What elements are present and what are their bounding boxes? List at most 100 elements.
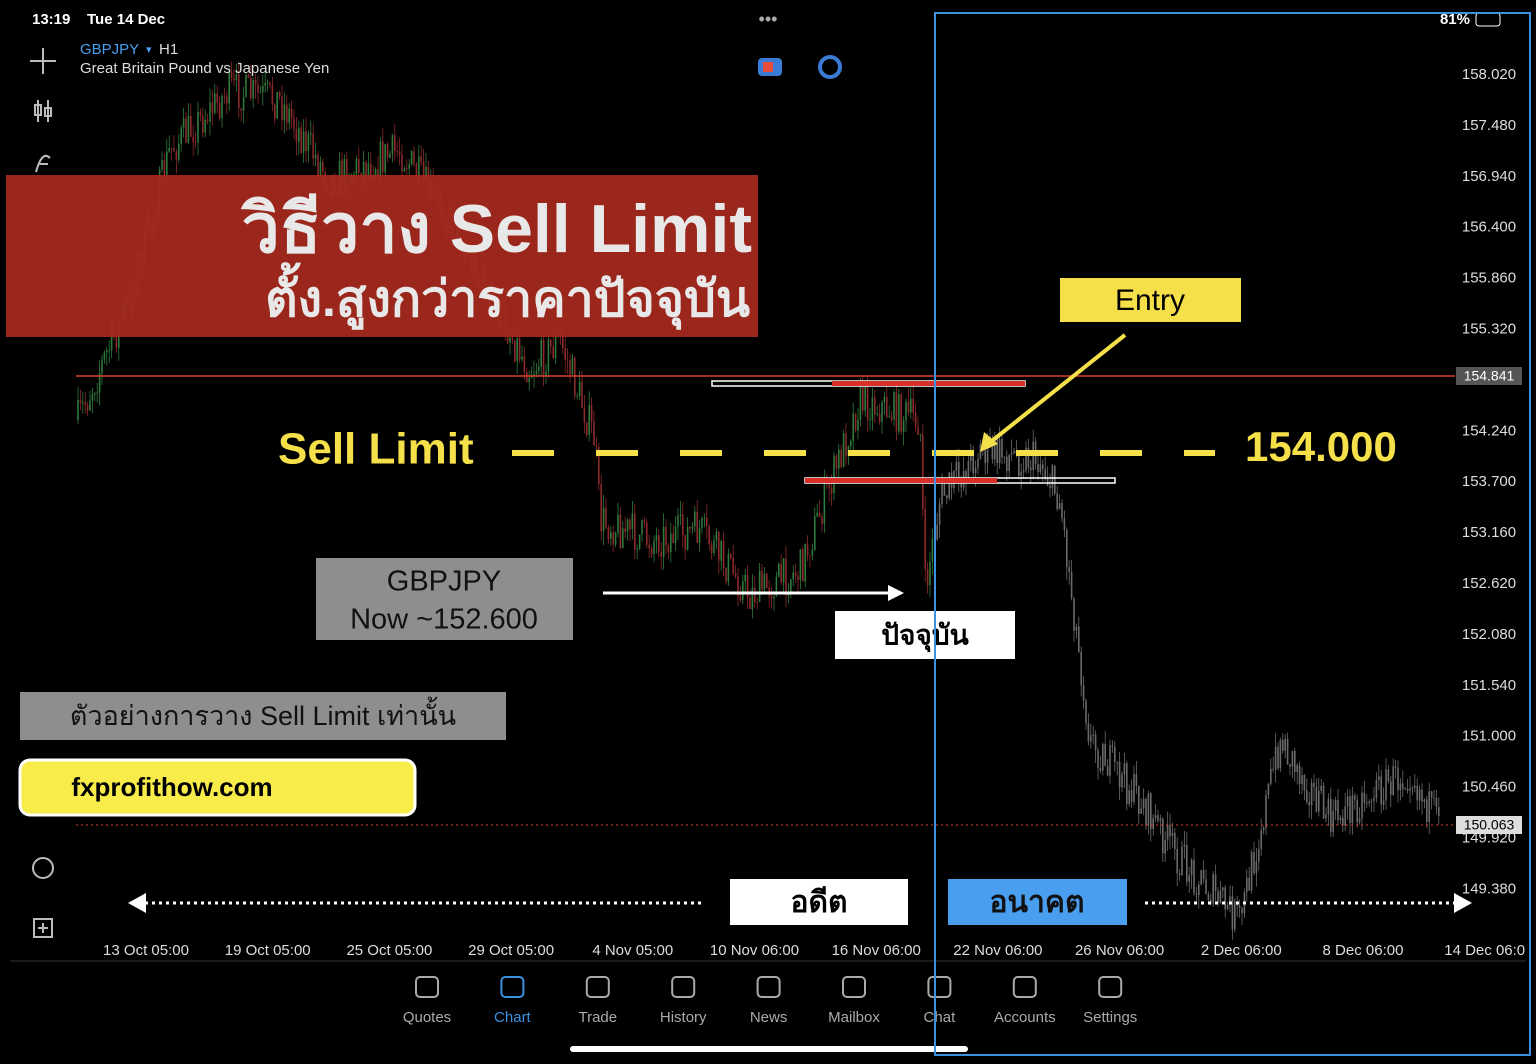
candle-body: [1126, 763, 1128, 804]
candle-body: [1274, 746, 1277, 770]
candle-body: [1332, 811, 1334, 832]
candle-body: [542, 339, 545, 376]
tab-icon[interactable]: [756, 976, 781, 998]
candle-body: [590, 404, 593, 422]
candle-body: [1068, 566, 1070, 572]
symbol[interactable]: GBPJPY: [80, 41, 139, 58]
add-tool[interactable]: [33, 918, 53, 938]
indicator-tool[interactable]: [35, 154, 51, 173]
tab-icon[interactable]: [1012, 976, 1037, 998]
candle-body: [1248, 877, 1250, 891]
candle-body: [624, 528, 626, 532]
candle-body: [518, 338, 521, 360]
tab-label[interactable]: Mailbox: [828, 1009, 880, 1026]
candle-body: [1418, 789, 1421, 801]
candle-body: [1414, 785, 1416, 788]
candle-body: [1186, 844, 1188, 882]
time-tick-label: 26 Nov 06:00: [1075, 942, 1164, 959]
candle-body: [91, 394, 94, 401]
tab-icon[interactable]: [500, 976, 525, 998]
candle-body: [1212, 874, 1214, 904]
candle-body: [1262, 827, 1265, 831]
candle-body: [900, 394, 902, 432]
candle-body: [1282, 739, 1284, 751]
price-tick-label: 149.380: [1462, 880, 1516, 897]
candle-body: [398, 151, 401, 155]
candle-body: [367, 163, 370, 177]
candle-body: [766, 574, 768, 588]
candle-body: [1253, 852, 1255, 874]
candle-body: [677, 515, 679, 527]
candle-body: [425, 166, 427, 180]
candle-body: [883, 396, 886, 403]
candle-body: [1399, 783, 1402, 791]
time-tick-label: 25 Oct 05:00: [346, 942, 432, 959]
candle-body: [586, 422, 588, 435]
time-tick-label: 8 Dec 06:00: [1323, 942, 1404, 959]
candle-body: [1356, 799, 1358, 823]
candle-body: [583, 407, 586, 423]
tab-icon[interactable]: [927, 976, 952, 998]
candle-body: [420, 156, 422, 162]
tab-label[interactable]: Chart: [494, 1009, 532, 1026]
tab-label[interactable]: Trade: [578, 1009, 617, 1026]
candle-body: [276, 92, 278, 119]
candle-body: [190, 116, 192, 137]
candle-body: [598, 446, 600, 485]
tab-label[interactable]: News: [750, 1009, 788, 1026]
tab-label[interactable]: Accounts: [994, 1009, 1056, 1026]
candle-body: [355, 158, 358, 175]
candle-body: [617, 514, 619, 533]
tab-icon[interactable]: [671, 976, 696, 998]
icon-clock[interactable]: [818, 55, 842, 79]
candle-body: [1116, 761, 1118, 763]
title-box: [6, 175, 758, 337]
chart-type-tool[interactable]: [34, 100, 52, 122]
candle-body: [1344, 806, 1346, 826]
candle-body: [235, 74, 238, 81]
candle-body: [998, 439, 1001, 464]
tab-label[interactable]: History: [660, 1009, 707, 1026]
candle-body: [1390, 781, 1392, 795]
price-axis: 158.020 157.480 156.940 156.400 155.860 155.3…: [1462, 66, 1516, 897]
candle-body: [758, 570, 761, 603]
candle-body: [1270, 768, 1272, 784]
candle-body: [991, 442, 994, 460]
candle-body: [845, 433, 847, 457]
candle-body: [283, 104, 286, 121]
candle-body: [1354, 795, 1356, 800]
tab-label[interactable]: Quotes: [403, 1009, 451, 1026]
tab-icon[interactable]: [585, 976, 610, 998]
subtitle: ตั้ง.สูงกว่าราคาปัจจุบัน: [265, 262, 750, 330]
candle-body: [1010, 453, 1013, 455]
candle-body: [108, 350, 110, 352]
candle-body: [194, 142, 197, 144]
candle-body: [290, 108, 293, 119]
candle-body: [293, 118, 295, 130]
crosshair-tool[interactable]: [30, 48, 56, 74]
candle-body: [1315, 787, 1318, 812]
candle-body: [1241, 907, 1243, 914]
zoom-tool[interactable]: [32, 857, 54, 879]
tab-icon[interactable]: [415, 976, 439, 998]
candle-body: [538, 366, 540, 371]
candle-body: [115, 337, 118, 348]
timeframe[interactable]: H1: [159, 41, 178, 58]
future-frame: [934, 12, 1531, 1056]
candle-body: [401, 154, 403, 172]
candle-body: [646, 522, 648, 545]
candle-body: [1193, 859, 1195, 894]
tab-icon[interactable]: [1098, 976, 1123, 998]
candle-body: [202, 115, 204, 133]
candle-body: [1159, 818, 1162, 821]
candle-body: [751, 587, 754, 610]
tab-icon[interactable]: [842, 976, 866, 998]
tab-label[interactable]: Settings: [1083, 1009, 1137, 1026]
candle-body: [881, 402, 883, 422]
candle-body: [787, 593, 790, 596]
candle-body: [977, 459, 979, 468]
candle-body: [710, 544, 713, 554]
tab-label[interactable]: Chat: [924, 1009, 957, 1026]
candle-body: [1411, 787, 1414, 789]
price-tick-label: 151.000: [1462, 728, 1516, 745]
